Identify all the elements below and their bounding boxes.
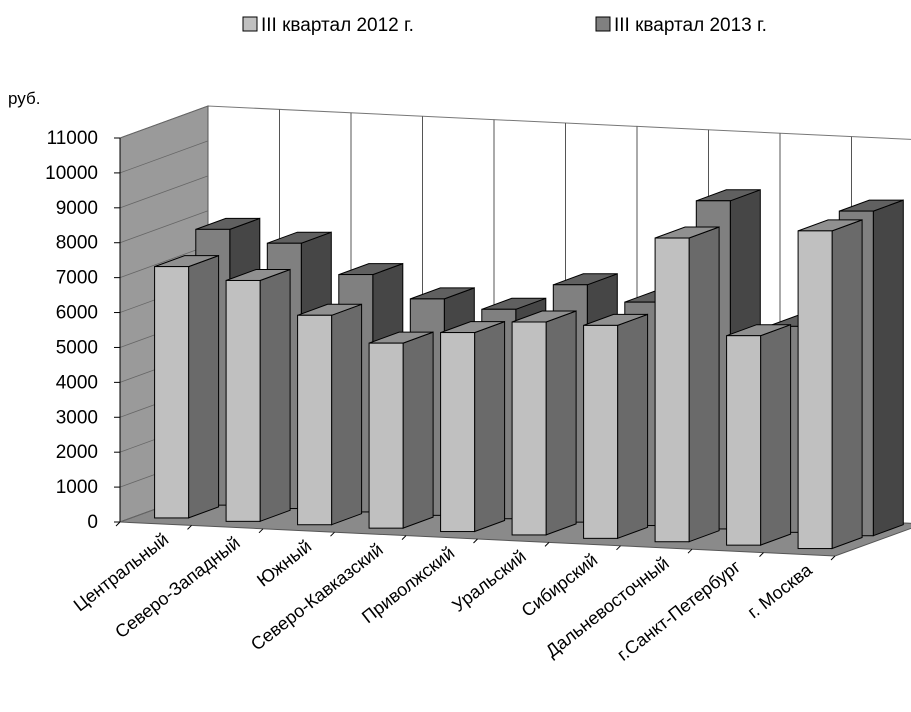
bar-2012-8 — [726, 323, 792, 546]
bar-side — [617, 313, 649, 540]
gridline-horizontal — [119, 105, 209, 139]
legend-label-2013: III квартал 2013 г. — [614, 15, 767, 36]
x-axis-tick — [616, 545, 621, 551]
x-axis-tick — [473, 538, 478, 544]
bar-side — [760, 323, 792, 546]
bar-front — [797, 230, 833, 550]
y-tick-label: 11000 — [47, 128, 98, 149]
y-axis-unit-label: руб. — [8, 89, 40, 108]
bar-side — [688, 226, 720, 543]
bar-side — [188, 254, 220, 519]
bar-front — [654, 237, 690, 543]
x-tick-label: Дальневосточный — [542, 553, 673, 661]
bar-side — [259, 268, 291, 523]
x-tick-label: г. Москва — [744, 559, 817, 622]
x-axis-tick — [330, 531, 335, 537]
x-axis-tick — [687, 548, 693, 554]
bar-2012-3 — [368, 331, 434, 529]
y-tick-label: 10000 — [45, 163, 98, 184]
bar-side — [331, 303, 363, 526]
y-tick-label: 7000 — [56, 268, 98, 289]
y-tick-label: 2000 — [56, 442, 98, 463]
x-tick-label: Северо-Западный — [111, 533, 243, 643]
x-axis-tick — [258, 528, 264, 534]
legend: III квартал 2012 г. III квартал 2013 г. — [242, 15, 767, 36]
legend-item-2012: III квартал 2012 г. — [242, 15, 414, 36]
legend-item-2013: III квартал 2013 г. — [595, 15, 767, 36]
bar-2012-2 — [297, 303, 363, 526]
bar-front — [511, 321, 547, 536]
gridline-horizontal — [119, 140, 209, 174]
bar-side — [545, 310, 577, 536]
gridline-horizontal — [119, 210, 209, 244]
y-tick-label: 9000 — [56, 198, 98, 219]
bar-2012-5 — [511, 310, 577, 536]
bar-side — [402, 331, 434, 529]
bar-front — [440, 332, 476, 533]
y-tick-label: 5000 — [56, 337, 98, 358]
bar-front — [225, 279, 261, 522]
y-tick-label: 0 — [87, 512, 98, 533]
bar-2012-6 — [583, 313, 649, 540]
y-tick-label: 3000 — [56, 407, 98, 428]
bar-2012-1 — [225, 268, 291, 523]
y-axis-ticks: 0 1000 2000 3000 4000 5000 6000 7000 8000 9000 100… — [45, 128, 120, 533]
bar-side — [474, 320, 506, 533]
legend-label-2012: III квартал 2012 г. — [261, 15, 414, 36]
bar-front — [583, 324, 619, 539]
bar-side — [831, 219, 863, 550]
x-axis-tick — [401, 535, 407, 540]
x-axis-tick — [830, 555, 836, 561]
x-axis-tick — [115, 521, 121, 527]
bar-2012-4 — [440, 320, 506, 533]
bar-front — [154, 266, 190, 519]
x-axis-tick — [544, 542, 550, 547]
bars — [154, 189, 904, 550]
gridline-horizontal — [119, 245, 209, 279]
bar-2012-9 — [797, 219, 863, 550]
x-axis-tick — [759, 552, 764, 557]
x-tick-label: Северо-Кавказский — [247, 539, 387, 654]
bar-2012-7 — [654, 226, 720, 543]
y-tick-label: 6000 — [56, 303, 98, 324]
x-tick-label: г.Санкт-Петербург — [613, 556, 744, 665]
bar-front — [726, 335, 762, 546]
y-tick-label: 4000 — [56, 372, 98, 393]
bar-side — [872, 199, 904, 537]
y-tick-label: 8000 — [56, 233, 98, 254]
bar-2012-0 — [154, 254, 220, 519]
x-tick-label: Южный — [253, 536, 315, 591]
gridline-horizontal — [119, 175, 209, 209]
x-axis-tick — [187, 525, 192, 530]
bar-front — [297, 314, 333, 526]
legend-swatch-2012 — [242, 16, 258, 32]
bar-front — [368, 342, 404, 529]
legend-swatch-2013 — [595, 16, 611, 32]
y-tick-label: 1000 — [56, 477, 98, 498]
